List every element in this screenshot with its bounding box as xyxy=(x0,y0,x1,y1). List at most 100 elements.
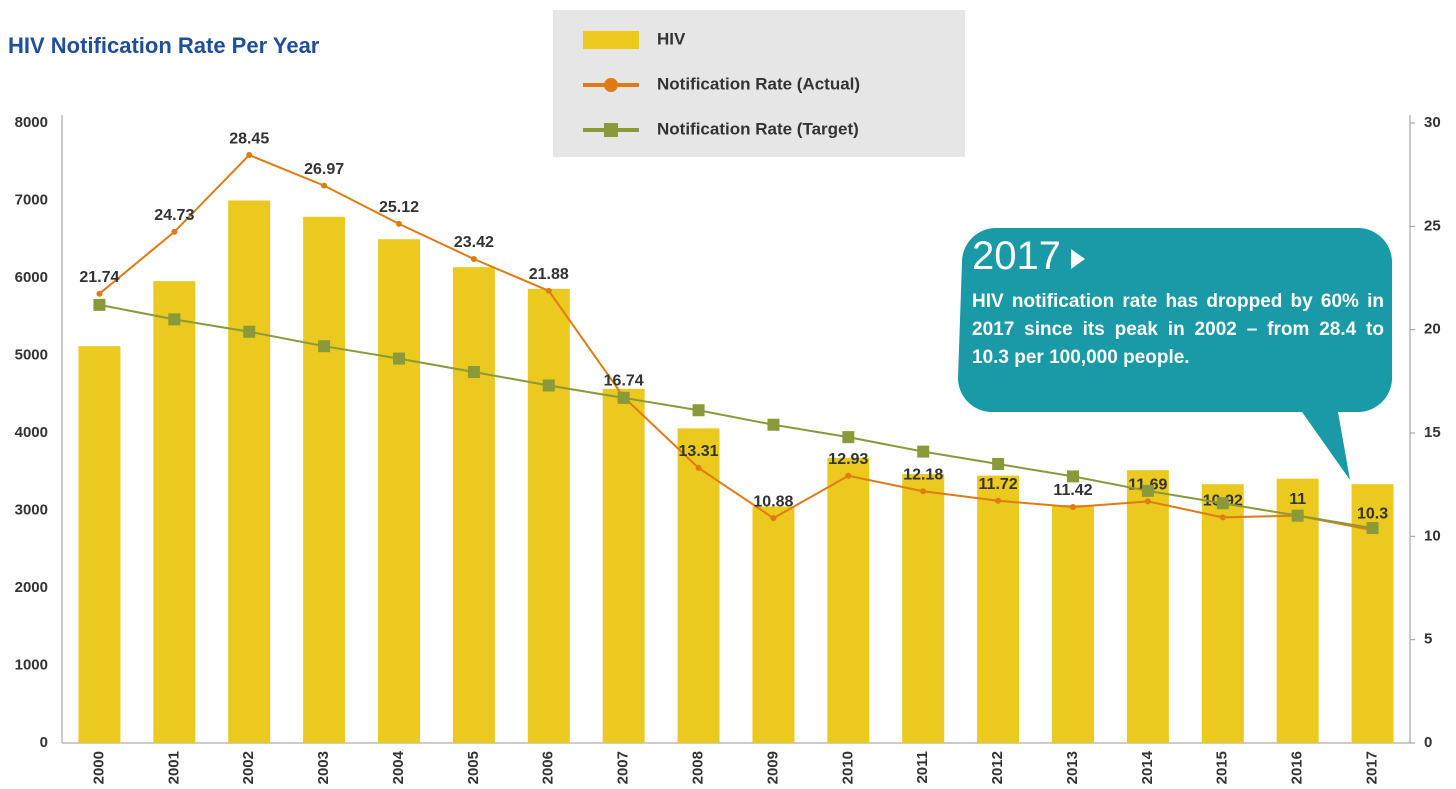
marker xyxy=(995,497,1002,504)
x-tick-label: 2008 xyxy=(690,751,707,784)
bar xyxy=(228,200,271,743)
bar xyxy=(1201,484,1244,743)
marker xyxy=(168,313,181,326)
marker xyxy=(920,488,927,495)
callout-title: 2017 xyxy=(972,234,1384,278)
marker xyxy=(318,340,331,353)
y2-tick-label: 15 xyxy=(1424,424,1441,441)
data-label: 11.72 xyxy=(979,476,1018,493)
marker xyxy=(396,220,402,227)
data-label: 11.42 xyxy=(1053,482,1092,499)
marker xyxy=(1070,503,1076,510)
bar xyxy=(677,428,720,743)
callout-box xyxy=(958,228,1392,480)
marker xyxy=(695,464,702,471)
marker xyxy=(692,404,705,417)
data-label: 11 xyxy=(1289,491,1306,508)
y-tick-label: 3000 xyxy=(15,501,48,518)
marker xyxy=(617,391,630,404)
data-label: 12.18 xyxy=(903,466,943,483)
bar xyxy=(153,281,196,743)
bar xyxy=(977,475,1020,743)
x-tick-label: 2015 xyxy=(1214,751,1231,784)
marker xyxy=(1291,509,1304,522)
data-label: 26.97 xyxy=(304,161,344,178)
marker xyxy=(917,445,930,458)
data-label: 25.12 xyxy=(379,199,419,216)
legend-marker xyxy=(604,123,618,137)
marker xyxy=(845,472,852,479)
y2-tick-label: 10 xyxy=(1424,527,1441,544)
marker xyxy=(842,431,855,444)
data-label: 10.3 xyxy=(1357,505,1388,522)
bar xyxy=(527,288,570,743)
marker xyxy=(393,352,405,365)
marker xyxy=(1067,470,1079,483)
y-tick-label: 7000 xyxy=(15,191,48,208)
data-label: 12.93 xyxy=(828,451,868,468)
marker xyxy=(1366,522,1379,535)
bar xyxy=(452,267,495,743)
x-tick-label: 2009 xyxy=(764,751,781,784)
legend-swatch xyxy=(583,31,639,49)
y-tick-label: 5000 xyxy=(15,346,48,363)
bar xyxy=(303,216,346,743)
bar xyxy=(1276,478,1319,743)
marker xyxy=(545,287,552,294)
bar xyxy=(1126,470,1169,743)
marker xyxy=(467,366,480,379)
callout: 2017 HIV notification rate has dropped b… xyxy=(972,234,1384,372)
marker xyxy=(770,515,777,522)
x-tick-label: 2000 xyxy=(90,751,107,784)
x-tick-label: 2016 xyxy=(1289,751,1306,784)
data-label: 24.73 xyxy=(154,207,194,224)
x-tick-label: 2012 xyxy=(989,751,1006,784)
x-tick-label: 2010 xyxy=(839,751,856,784)
marker xyxy=(1141,484,1154,497)
legend-label: Notification Rate (Actual) xyxy=(657,74,860,93)
x-tick-label: 2004 xyxy=(390,750,407,784)
chart-title: HIV Notification Rate Per Year xyxy=(8,33,320,58)
y2-tick-label: 5 xyxy=(1424,631,1432,648)
marker xyxy=(171,228,178,235)
marker xyxy=(246,152,253,159)
y-tick-label: 2000 xyxy=(15,579,48,596)
marker xyxy=(243,325,256,338)
bar xyxy=(902,474,945,743)
data-label: 21.88 xyxy=(529,266,569,283)
x-tick-label: 2003 xyxy=(315,751,332,784)
marker xyxy=(1144,498,1151,505)
line xyxy=(99,303,1373,530)
bar xyxy=(378,239,420,743)
data-label: 28.45 xyxy=(229,130,269,147)
x-tick-label: 2006 xyxy=(540,751,557,784)
bar xyxy=(1052,505,1094,743)
x-tick-label: 2014 xyxy=(1139,750,1156,784)
bar xyxy=(752,506,795,743)
bar xyxy=(602,388,645,743)
marker xyxy=(96,290,103,297)
x-tick-label: 2017 xyxy=(1364,751,1381,784)
line xyxy=(98,153,1373,532)
marker xyxy=(1219,514,1226,521)
legend-label: Notification Rate (Target) xyxy=(657,119,859,138)
marker xyxy=(470,255,477,262)
x-tick-label: 2002 xyxy=(240,751,257,784)
x-tick-label: 2011 xyxy=(914,751,931,784)
x-tick-label: 2013 xyxy=(1064,751,1081,784)
marker xyxy=(767,418,780,431)
bar xyxy=(78,346,121,743)
y-tick-label: 0 xyxy=(40,734,48,751)
bar xyxy=(827,457,870,743)
marker xyxy=(93,298,106,311)
data-label: 13.31 xyxy=(679,443,719,460)
marker xyxy=(321,182,328,189)
y2-tick-label: 30 xyxy=(1424,114,1441,131)
y2-tick-label: 20 xyxy=(1424,321,1441,338)
y-tick-label: 1000 xyxy=(15,656,48,673)
y-tick-label: 4000 xyxy=(15,424,48,441)
y-tick-label: 6000 xyxy=(15,269,48,286)
x-tick-label: 2005 xyxy=(465,751,482,784)
marker xyxy=(992,458,1005,470)
